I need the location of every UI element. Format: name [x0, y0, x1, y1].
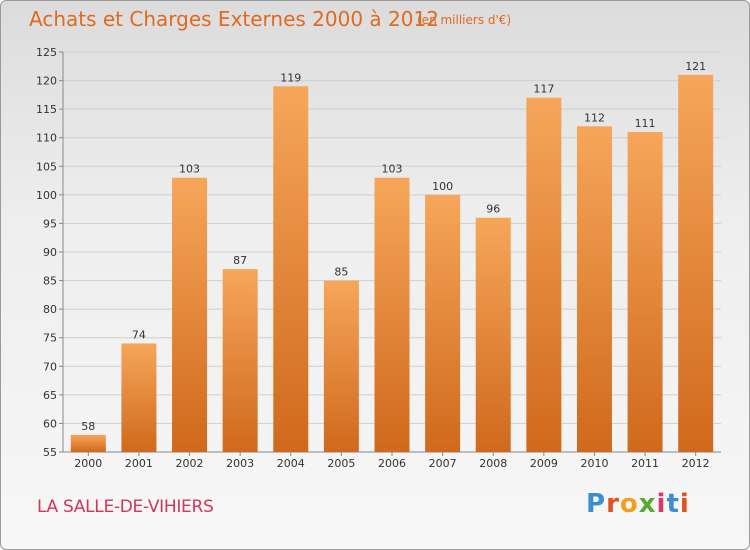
proxiti-logo[interactable]: Proxiti [586, 489, 690, 519]
bar-value-label: 121 [685, 60, 706, 73]
y-tick-label: 110 [36, 132, 57, 145]
bar-value-label: 74 [132, 328, 146, 341]
bar [475, 217, 511, 452]
bar [526, 97, 562, 452]
y-tick-label: 105 [36, 160, 57, 173]
y-tick-label: 60 [43, 417, 57, 430]
y-tick-label: 90 [43, 246, 57, 259]
bar [627, 132, 663, 452]
bar-value-label: 85 [334, 266, 348, 279]
bar-value-label: 117 [533, 83, 554, 96]
bar [323, 280, 359, 452]
bar-value-label: 100 [432, 180, 453, 193]
x-tick-label: 2002 [176, 457, 204, 470]
x-tick-label: 2001 [125, 457, 153, 470]
chart-title: Achats et Charges Externes 2000 à 2012 [29, 7, 439, 31]
y-tick-label: 95 [43, 217, 57, 230]
x-tick-label: 2004 [277, 457, 305, 470]
bar [70, 434, 106, 452]
bar [273, 86, 309, 453]
bar [172, 177, 208, 452]
y-tick-label: 120 [36, 75, 57, 88]
x-tick-label: 2000 [74, 457, 102, 470]
bar [425, 194, 461, 452]
bar [374, 177, 410, 452]
x-tick-label: 2003 [226, 457, 254, 470]
y-tick-label: 65 [43, 389, 57, 402]
bar [576, 126, 612, 453]
bar-value-label: 111 [635, 117, 656, 130]
bar-value-label: 112 [584, 111, 605, 124]
y-tick-label: 85 [43, 275, 57, 288]
x-tick-label: 2007 [429, 457, 457, 470]
chart-subtitle: (en milliers d'€) [417, 13, 512, 27]
y-tick-label: 115 [36, 103, 57, 116]
bar-value-label: 58 [81, 420, 95, 433]
bar [222, 269, 258, 452]
bar [121, 343, 157, 452]
x-tick-label: 2011 [631, 457, 659, 470]
y-tick-label: 125 [36, 46, 57, 59]
bar-value-label: 96 [486, 203, 500, 216]
y-tick-label: 70 [43, 360, 57, 373]
bar-value-label: 103 [179, 163, 200, 176]
x-tick-label: 2010 [580, 457, 608, 470]
x-tick-label: 2008 [479, 457, 507, 470]
y-tick-label: 55 [43, 446, 57, 459]
x-tick-label: 2009 [530, 457, 558, 470]
y-tick-label: 75 [43, 332, 57, 345]
x-tick-label: 2012 [682, 457, 710, 470]
bar-value-label: 87 [233, 254, 247, 267]
bar-value-label: 103 [382, 163, 403, 176]
bar-value-label: 119 [280, 71, 301, 84]
x-tick-label: 2005 [327, 457, 355, 470]
bar [678, 74, 714, 452]
x-tick-label: 2006 [378, 457, 406, 470]
y-tick-label: 100 [36, 189, 57, 202]
place-name: LA SALLE-DE-VIHIERS [37, 497, 214, 517]
y-tick-label: 80 [43, 303, 57, 316]
